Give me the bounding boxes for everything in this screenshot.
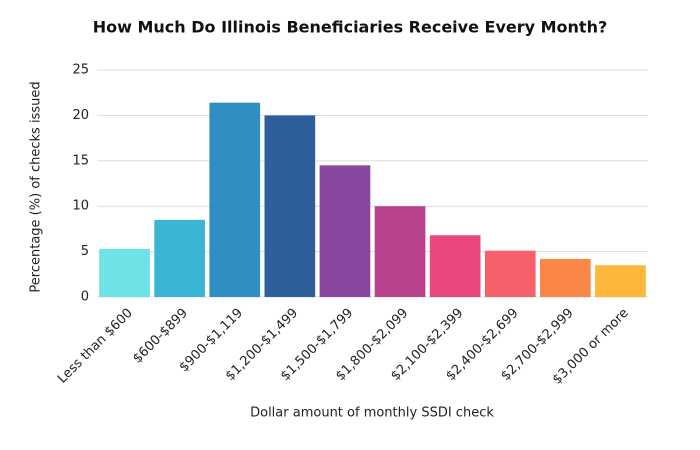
bar — [99, 248, 150, 297]
y-tick-label: 25 — [72, 63, 89, 78]
bar — [154, 219, 205, 297]
bar — [264, 115, 316, 298]
chart-title: How Much Do Illinois Beneficiaries Recei… — [93, 18, 608, 37]
x-axis-label: Dollar amount of monthly SSDI check — [250, 406, 494, 421]
bar — [374, 206, 426, 297]
y-tick-label: 20 — [72, 108, 89, 123]
y-tick-label: 10 — [72, 199, 89, 214]
bar — [484, 250, 536, 297]
bar — [209, 102, 261, 297]
bar — [429, 235, 481, 297]
y-tick-label: 5 — [81, 244, 89, 259]
y-tick-label: 0 — [81, 290, 89, 305]
bar — [319, 165, 371, 297]
bar — [595, 265, 646, 297]
bar — [540, 258, 591, 297]
y-tick-label: 15 — [72, 153, 89, 168]
y-axis-label: Percentage (%) of checks issued — [29, 81, 44, 292]
